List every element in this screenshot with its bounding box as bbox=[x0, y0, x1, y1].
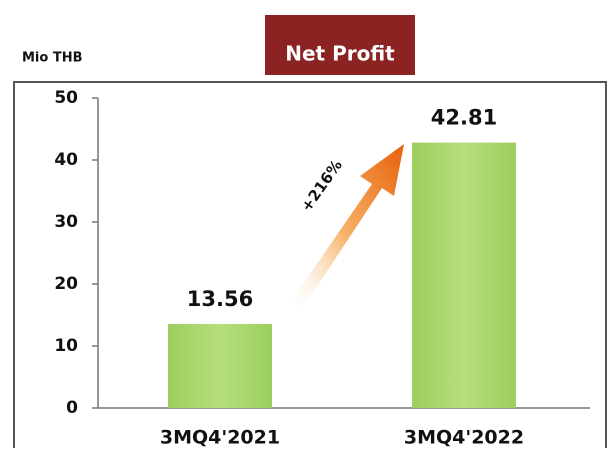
chart-title: Net Profit bbox=[285, 42, 395, 66]
y-tick-label: 10 bbox=[54, 336, 78, 356]
data-label: 13.56 bbox=[187, 287, 253, 311]
y-tick-label: 0 bbox=[66, 398, 78, 418]
y-tick-label: 30 bbox=[54, 212, 78, 232]
bar bbox=[168, 323, 272, 408]
y-axis-label: Mio THB bbox=[22, 51, 83, 66]
data-label: 42.81 bbox=[431, 106, 497, 130]
frame bbox=[13, 81, 607, 452]
x-tick-label: 3MQ4'2022 bbox=[404, 427, 524, 449]
bar bbox=[412, 142, 516, 408]
y-tick-label: 40 bbox=[54, 150, 78, 170]
title-box bbox=[265, 15, 415, 75]
y-tick-label: 50 bbox=[54, 88, 78, 108]
x-tick-label: 3MQ4'2021 bbox=[160, 427, 280, 449]
y-tick-label: 20 bbox=[54, 274, 78, 294]
annotation: +216% bbox=[297, 156, 346, 215]
growth-arrow bbox=[292, 144, 404, 306]
